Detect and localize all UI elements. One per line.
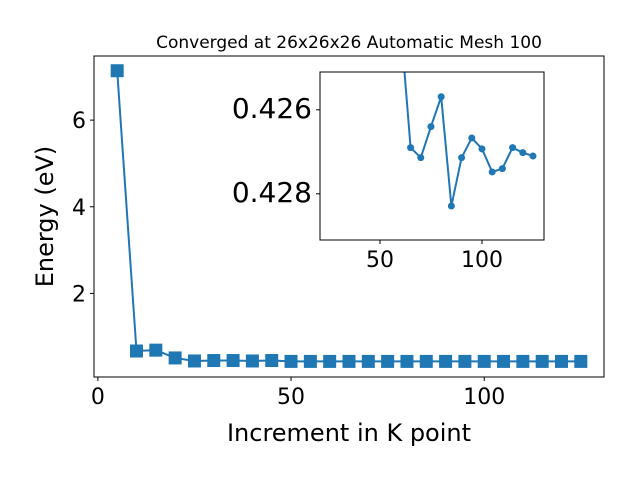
data-point bbox=[447, 202, 455, 210]
data-point bbox=[498, 165, 506, 173]
y-tick-label: 6 bbox=[72, 109, 86, 134]
data-point bbox=[207, 354, 221, 368]
data-point bbox=[381, 354, 395, 368]
x-axis-label: Increment in K point bbox=[227, 419, 471, 447]
data-point bbox=[303, 354, 317, 368]
data-point bbox=[437, 93, 445, 101]
y-tick-label: 4 bbox=[72, 196, 86, 221]
data-point bbox=[130, 344, 143, 358]
plot-group bbox=[397, 17, 537, 210]
data-point bbox=[555, 354, 568, 368]
x-tick-label: 100 bbox=[463, 385, 505, 410]
data-point bbox=[468, 134, 476, 142]
data-point bbox=[509, 144, 517, 152]
data-point bbox=[284, 354, 298, 368]
data-point bbox=[168, 351, 182, 365]
axes-frame bbox=[93, 55, 605, 378]
data-point bbox=[439, 354, 453, 368]
data-point bbox=[187, 354, 201, 368]
data-point bbox=[110, 64, 124, 78]
y-tick-label: 0.428 bbox=[232, 176, 312, 209]
data-point bbox=[265, 354, 279, 368]
data-point bbox=[478, 145, 486, 153]
data-point bbox=[397, 17, 404, 24]
chart-title: Converged at 26x26x26 Automatic Mesh 100 bbox=[156, 33, 542, 53]
x-tick-label: 100 bbox=[461, 248, 503, 273]
y-tick-label: 2 bbox=[72, 282, 86, 307]
data-point bbox=[226, 354, 240, 368]
data-point bbox=[342, 354, 356, 368]
data-point bbox=[417, 154, 425, 162]
data-point bbox=[149, 343, 163, 357]
data-point bbox=[529, 152, 537, 160]
x-tick-label: 50 bbox=[277, 385, 305, 410]
data-point bbox=[458, 354, 472, 368]
data-point bbox=[361, 354, 375, 368]
y-tick-label: 0.426 bbox=[232, 92, 312, 125]
data-point bbox=[245, 354, 259, 368]
data-point bbox=[519, 149, 527, 157]
plot-group bbox=[110, 64, 588, 368]
data-point bbox=[497, 354, 511, 368]
x-tick-label: 50 bbox=[366, 248, 394, 273]
plot-area bbox=[320, 72, 544, 240]
data-point bbox=[477, 354, 491, 368]
y-axis-label: Energy (eV) bbox=[31, 146, 59, 288]
data-point bbox=[400, 354, 414, 368]
data-point bbox=[516, 354, 530, 368]
data-point bbox=[488, 168, 496, 176]
data-point bbox=[427, 123, 435, 131]
series-line bbox=[403, 72, 534, 207]
data-point bbox=[535, 354, 549, 368]
data-point bbox=[458, 154, 466, 162]
data-point bbox=[407, 144, 415, 152]
axes-frame bbox=[319, 71, 545, 241]
data-point bbox=[323, 354, 337, 368]
data-point bbox=[419, 354, 433, 368]
data-point bbox=[574, 354, 588, 368]
x-tick-label: 0 bbox=[91, 385, 105, 410]
